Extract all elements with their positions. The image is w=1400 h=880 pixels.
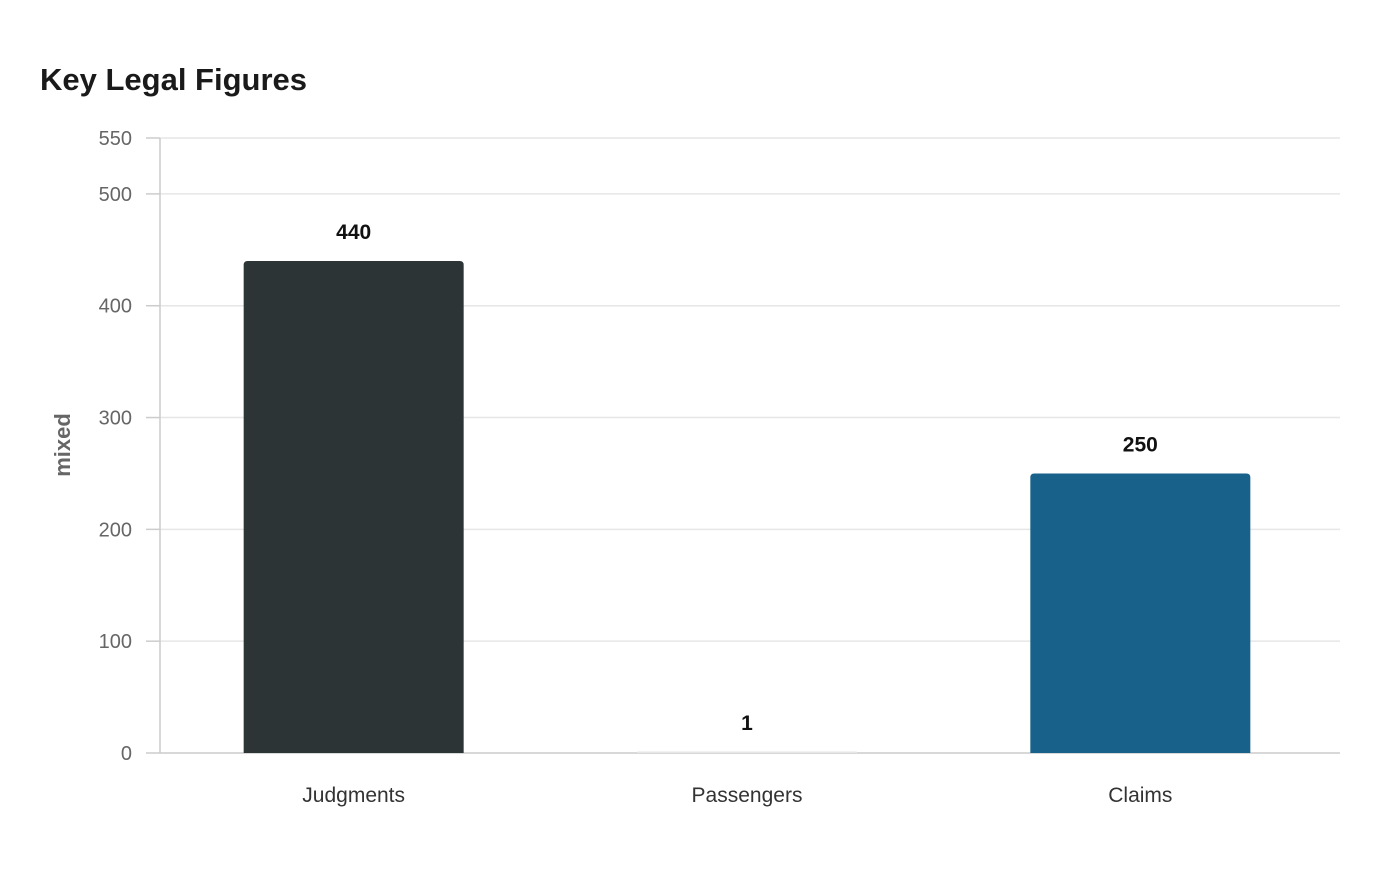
y-tick-label: 500 xyxy=(99,184,132,206)
bar-passengers xyxy=(637,751,857,753)
category-labels: Judgments Passengers Claims xyxy=(302,784,1172,807)
y-tick-label: 550 xyxy=(99,128,132,150)
y-axis-label: mixed xyxy=(50,413,75,477)
y-tick-labels: 0 100 200 300 400 500 550 xyxy=(99,128,132,765)
data-label: 1 xyxy=(741,712,753,735)
chart-title: Key Legal Figures xyxy=(40,62,307,97)
y-tick-label: 100 xyxy=(99,631,132,653)
y-tick-label: 400 xyxy=(99,296,132,318)
category-label: Claims xyxy=(1108,784,1172,807)
y-tick-label: 300 xyxy=(99,408,132,430)
y-tick-label: 0 xyxy=(121,743,132,765)
category-label: Passengers xyxy=(692,784,803,807)
category-label: Judgments xyxy=(302,784,405,807)
bar-claims xyxy=(1030,473,1251,753)
data-label: 250 xyxy=(1123,433,1158,456)
bar-judgments xyxy=(243,261,464,753)
data-labels: 440 1 250 xyxy=(336,221,1158,735)
bars xyxy=(243,261,1251,753)
y-tick-label: 200 xyxy=(99,519,132,541)
data-label: 440 xyxy=(336,221,371,244)
